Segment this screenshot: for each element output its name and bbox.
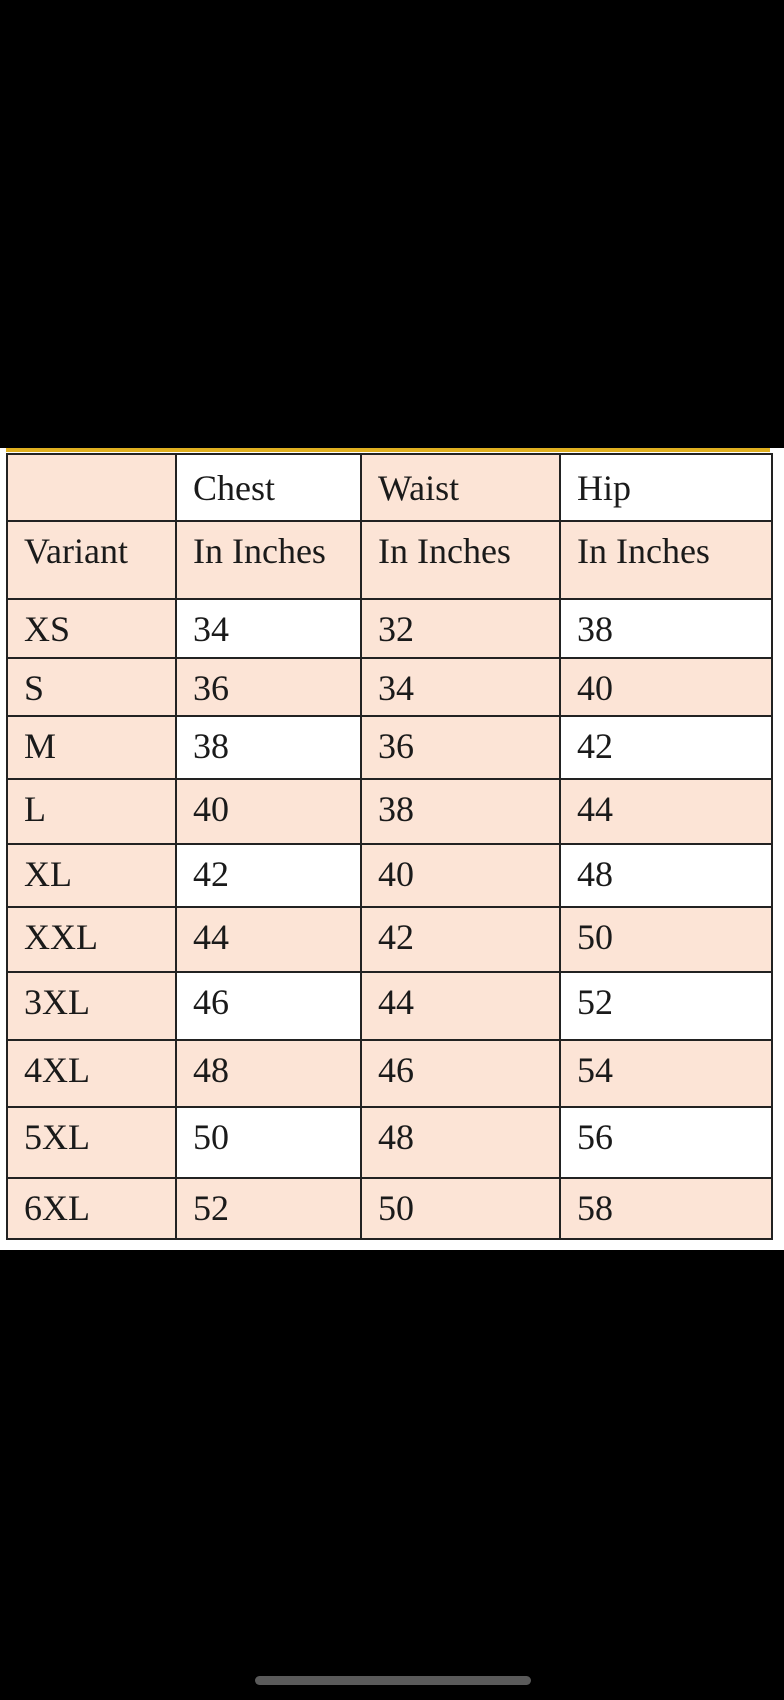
hip-cell: 38 xyxy=(559,598,773,659)
variant-cell: XXL xyxy=(6,906,177,973)
home-indicator[interactable] xyxy=(255,1676,531,1685)
table-row: 5XL 50 48 56 xyxy=(6,1106,773,1179)
waist-cell: 48 xyxy=(360,1106,561,1179)
waist-cell: 38 xyxy=(360,778,561,845)
variant-cell: 4XL xyxy=(6,1039,177,1108)
variant-cell: 5XL xyxy=(6,1106,177,1179)
header-cell: Variant xyxy=(6,520,177,600)
waist-cell: 44 xyxy=(360,971,561,1041)
header-cell-chest: In Inches xyxy=(175,520,362,600)
hip-cell: 50 xyxy=(559,906,773,973)
table-row: S 36 34 40 xyxy=(6,657,773,717)
table-row: M 38 36 42 xyxy=(6,715,773,780)
table-row: 6XL 52 50 58 xyxy=(6,1177,773,1240)
top-rule xyxy=(6,448,770,452)
hip-cell: 52 xyxy=(559,971,773,1041)
chest-cell: 52 xyxy=(175,1177,362,1240)
waist-cell: 42 xyxy=(360,906,561,973)
header-row: Chest Waist Hip xyxy=(6,453,773,522)
chest-cell: 40 xyxy=(175,778,362,845)
chest-cell: 48 xyxy=(175,1039,362,1108)
variant-cell: 3XL xyxy=(6,971,177,1041)
variant-cell: M xyxy=(6,715,177,780)
waist-cell: 36 xyxy=(360,715,561,780)
hip-cell: 42 xyxy=(559,715,773,780)
waist-cell: 32 xyxy=(360,598,561,659)
header-cell-waist: Waist xyxy=(360,453,561,522)
header-cell-chest: Chest xyxy=(175,453,362,522)
chest-cell: 36 xyxy=(175,657,362,717)
table-row: 4XL 48 46 54 xyxy=(6,1039,773,1108)
hip-cell: 56 xyxy=(559,1106,773,1179)
variant-cell: XS xyxy=(6,598,177,659)
header-row: Variant In Inches In Inches In Inches xyxy=(6,520,773,600)
header-cell-hip: Hip xyxy=(559,453,773,522)
table-row: XL 42 40 48 xyxy=(6,843,773,908)
chest-cell: 44 xyxy=(175,906,362,973)
table-row: XXL 44 42 50 xyxy=(6,906,773,973)
waist-cell: 40 xyxy=(360,843,561,908)
variant-cell: L xyxy=(6,778,177,845)
hip-cell: 44 xyxy=(559,778,773,845)
chest-cell: 42 xyxy=(175,843,362,908)
table-row: XS 34 32 38 xyxy=(6,598,773,659)
chest-cell: 34 xyxy=(175,598,362,659)
variant-cell: S xyxy=(6,657,177,717)
hip-cell: 58 xyxy=(559,1177,773,1240)
waist-cell: 34 xyxy=(360,657,561,717)
waist-cell: 50 xyxy=(360,1177,561,1240)
variant-cell: XL xyxy=(6,843,177,908)
hip-cell: 48 xyxy=(559,843,773,908)
size-chart-table: Chest Waist Hip Variant In Inches In Inches In… xyxy=(6,453,773,1240)
chest-cell: 38 xyxy=(175,715,362,780)
chest-cell: 50 xyxy=(175,1106,362,1179)
table-row: L 40 38 44 xyxy=(6,778,773,845)
chest-cell: 46 xyxy=(175,971,362,1041)
header-cell-waist: In Inches xyxy=(360,520,561,600)
header-cell xyxy=(6,453,177,522)
table-row: 3XL 46 44 52 xyxy=(6,971,773,1041)
variant-cell: 6XL xyxy=(6,1177,177,1240)
waist-cell: 46 xyxy=(360,1039,561,1108)
header-cell-hip: In Inches xyxy=(559,520,773,600)
hip-cell: 40 xyxy=(559,657,773,717)
hip-cell: 54 xyxy=(559,1039,773,1108)
